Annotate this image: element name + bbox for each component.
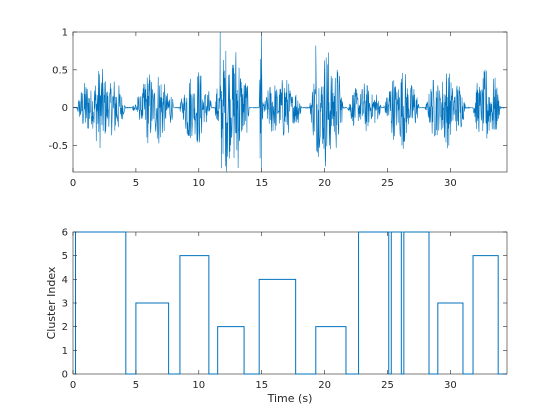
x-tick-label: 10 — [192, 380, 205, 391]
cluster-step-line — [75, 231, 507, 375]
waveform-line — [72, 31, 505, 172]
x-tick-label: 15 — [255, 380, 268, 391]
x-tick-label: 20 — [318, 380, 331, 391]
x-tick-label: 25 — [381, 178, 394, 189]
y-tick-label: 0.5 — [52, 65, 68, 76]
x-tick-label: 30 — [444, 178, 457, 189]
waveform-ticks: 0 5 10 15 20 25 30 -0.5 0 0.5 1 — [48, 28, 507, 189]
y-tick-label: 1 — [62, 28, 68, 39]
cluster-index-trace — [75, 231, 507, 375]
cluster-ticks: 0 5 10 15 20 25 30 0 1 2 3 4 5 6 — [62, 228, 507, 391]
y-tick-label: 0 — [62, 103, 68, 114]
waveform-trace — [72, 31, 505, 172]
waveform-axes: 0 5 10 15 20 25 30 -0.5 0 0.5 1 — [48, 28, 508, 189]
y-tick-label: 1 — [62, 346, 68, 357]
x-tick-label: 15 — [255, 178, 268, 189]
x-tick-label: 25 — [381, 380, 394, 391]
cluster-ylabel: Cluster Index — [45, 266, 58, 339]
x-tick-label: 20 — [318, 178, 331, 189]
x-tick-label: 0 — [70, 380, 76, 391]
y-tick-label: 6 — [62, 228, 68, 239]
y-tick-label: -0.5 — [48, 141, 68, 152]
x-tick-label: 5 — [133, 380, 139, 391]
y-tick-label: 3 — [62, 299, 68, 310]
x-tick-label: 5 — [133, 178, 139, 189]
y-tick-label: 0 — [62, 370, 68, 381]
y-tick-label: 2 — [62, 322, 68, 333]
cluster-xlabel: Time (s) — [267, 392, 313, 405]
x-tick-label: 10 — [192, 178, 205, 189]
x-tick-label: 30 — [444, 380, 457, 391]
cluster-axes: 0 5 10 15 20 25 30 0 1 2 3 4 5 6 Time (s) Cluster Ind… — [45, 228, 508, 405]
x-tick-label: 0 — [70, 178, 76, 189]
y-tick-label: 4 — [62, 275, 68, 286]
y-tick-label: 5 — [62, 251, 68, 262]
